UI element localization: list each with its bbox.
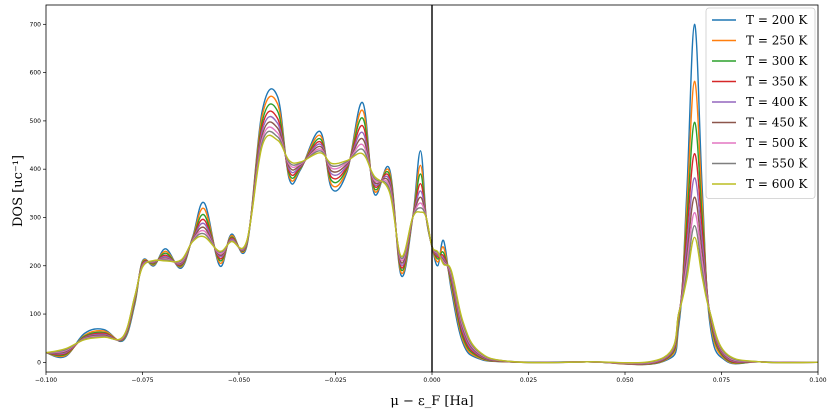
legend-label-6: T = 450 K [746, 116, 808, 130]
y-tick-label: 100 [30, 311, 42, 318]
y-tick-label: 500 [30, 118, 42, 125]
legend-label-4: T = 350 K [746, 75, 808, 89]
legend-label-5: T = 400 K [746, 95, 808, 109]
x-tick-label: −0.050 [228, 377, 250, 384]
y-axis-title: DOS [uc⁻¹] [11, 155, 26, 227]
x-tick-label: −0.100 [35, 377, 57, 384]
series-line-9 [46, 134, 818, 364]
x-tick-label: 0.025 [520, 377, 537, 384]
y-tick-label: 0 [37, 359, 41, 366]
y-tick-label: 200 [30, 263, 42, 270]
x-axis-title: μ − ε_F [Ha] [390, 394, 473, 409]
legend-box [705, 7, 816, 199]
y-tick-label: 700 [30, 21, 42, 28]
y-tick-label: 400 [30, 166, 42, 173]
legend-label-1: T = 200 K [746, 13, 808, 27]
legend-label-3: T = 300 K [746, 54, 808, 68]
x-tick-label: 0.000 [423, 377, 440, 384]
legend: T = 200 K T = 250 K T = 300 K T = 350 K T = … [705, 7, 816, 199]
x-tick-label: 0.075 [713, 377, 730, 384]
x-tick-label: −0.075 [131, 377, 153, 384]
y-tick-label: 600 [30, 70, 42, 77]
legend-label-7: T = 500 K [746, 136, 808, 150]
x-tick-label: 0.100 [809, 377, 826, 384]
axes: −0.100 −0.075 −0.050 −0.025 0.000 0.025 0.050 0… [30, 4, 827, 384]
legend-label-9: T = 600 K [746, 177, 808, 191]
y-tick-label: 300 [30, 214, 42, 221]
legend-label-8: T = 550 K [746, 157, 808, 171]
legend-label-2: T = 250 K [746, 34, 808, 48]
x-tick-label: −0.025 [324, 377, 346, 384]
series-lines [46, 5, 818, 372]
x-tick-label: 0.050 [616, 377, 633, 384]
